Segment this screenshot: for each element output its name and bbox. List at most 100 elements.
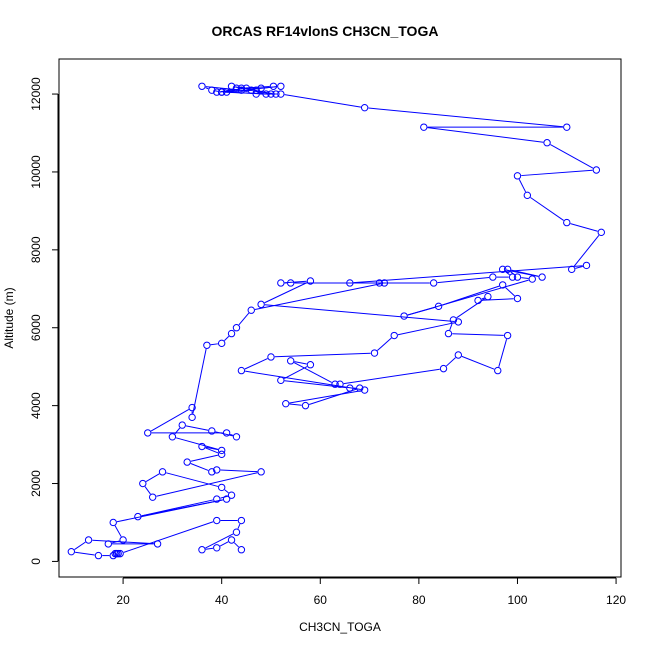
series-segment [156,472,258,497]
data-point [148,493,157,501]
series-segment [205,446,219,451]
series-segment [224,335,230,342]
series-segment [244,358,268,370]
data-point [222,495,231,503]
data-point [498,265,507,274]
data-point [153,540,162,548]
x-axis-label: CH3CN_TOGA [299,620,381,634]
series-segment [521,277,529,280]
data-point [449,316,458,324]
data-point [84,536,93,544]
data-point [232,433,241,441]
data-point [474,296,482,305]
series-segment [530,197,564,221]
series-segment [264,282,308,304]
series-segment [220,469,258,473]
data-point [217,450,226,459]
data-point [227,536,236,544]
series-segment [284,280,307,284]
data-point [336,380,344,388]
data-point [543,139,551,147]
series-segment [174,427,181,435]
data-point [454,351,463,359]
data-point [592,166,601,174]
data-point [306,277,315,285]
data-point [390,331,398,340]
series-segment [114,525,122,537]
data-point [346,279,354,287]
series-segment [407,306,436,316]
data-point [513,273,522,281]
data-point [222,88,231,96]
data-point [116,549,124,558]
series-segment [220,88,243,93]
y-tick-label: 6000 [29,314,43,341]
series-segment [445,357,456,367]
data-point [217,446,226,455]
series-segment [289,390,361,404]
data-point [134,512,142,521]
x-tick-label: 40 [215,593,229,607]
data-point [217,88,226,96]
series-segment [229,433,234,436]
data-point [67,547,76,556]
series-segment [219,541,229,547]
series-segment [353,265,583,284]
data-point [454,318,463,326]
data-point [188,413,196,422]
series-segment [284,380,347,389]
data-point [277,82,285,90]
data-point [217,339,226,348]
data-point [503,265,512,274]
data-point [227,82,236,90]
data-point [198,546,206,554]
series-segment [233,542,240,548]
series-segment [190,463,209,471]
data-point [168,433,177,441]
x-tick-label: 120 [606,593,626,607]
series-segment [308,388,357,405]
data-point [375,279,384,287]
data-point [346,384,354,392]
x-tick-label: 60 [314,593,328,607]
series-segment [166,472,219,487]
data-point [213,544,221,552]
series-segment [116,499,223,523]
data-point [287,357,295,365]
data-point [360,386,369,394]
plot-area [58,58,622,578]
data-point [208,427,216,435]
series-segment [185,425,209,431]
data-point [306,361,315,369]
y-tick-label: 4000 [29,392,43,419]
data-point [208,86,216,94]
data-point [434,302,443,311]
series-segment [245,370,361,390]
y-axis: 0 2000 4000 6000 8000 10000 12000 [29,77,59,565]
series-segment [75,551,95,556]
series-segment [550,144,594,169]
data-point [213,495,221,503]
data-point [232,84,241,92]
data-point [237,84,246,92]
data-point [380,279,389,287]
series-segment [144,486,151,495]
data-point [252,90,260,98]
series-segment [205,447,219,454]
data-point [267,353,275,361]
series-segment [449,323,453,331]
series-segment [289,403,302,406]
data-point [267,90,275,98]
series-segment [237,523,241,529]
data-point [104,540,112,548]
series-segment [294,361,307,365]
data-point [494,366,502,375]
series-segment [521,169,593,177]
series-segment [397,322,455,336]
series-segment [283,366,308,379]
series-segment [573,234,600,267]
data-point [237,366,246,375]
series-segment [274,352,371,358]
y-tick-label: 12000 [29,77,43,111]
